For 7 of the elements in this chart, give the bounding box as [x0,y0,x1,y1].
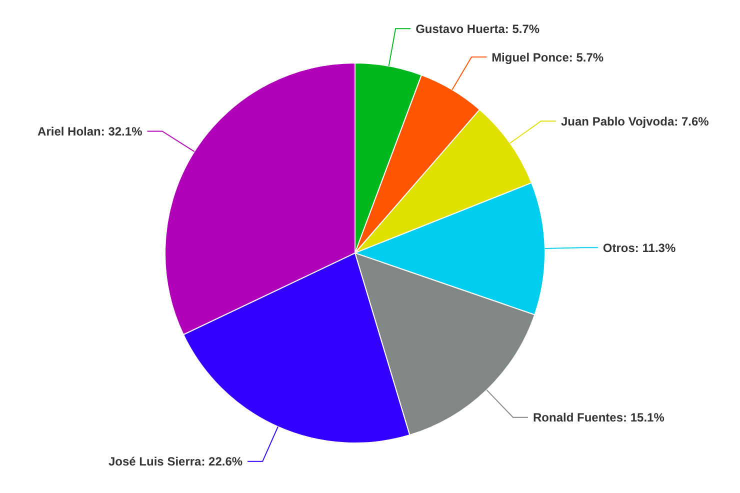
slice-label: Ronald Fuentes: 15.1% [533,410,665,425]
slice-label: Miguel Ponce: 5.7% [492,50,604,64]
slice-label: Ariel Holan: 32.1% [38,124,143,138]
slice-label: Juan Pablo Vojvoda: 7.6% [561,114,710,128]
slice-label: José Luis Sierra: 22.6% [108,454,243,469]
slice-label: Gustavo Huerta: 5.7% [416,22,540,36]
slice-label: Otros: 11.3% [602,240,676,255]
